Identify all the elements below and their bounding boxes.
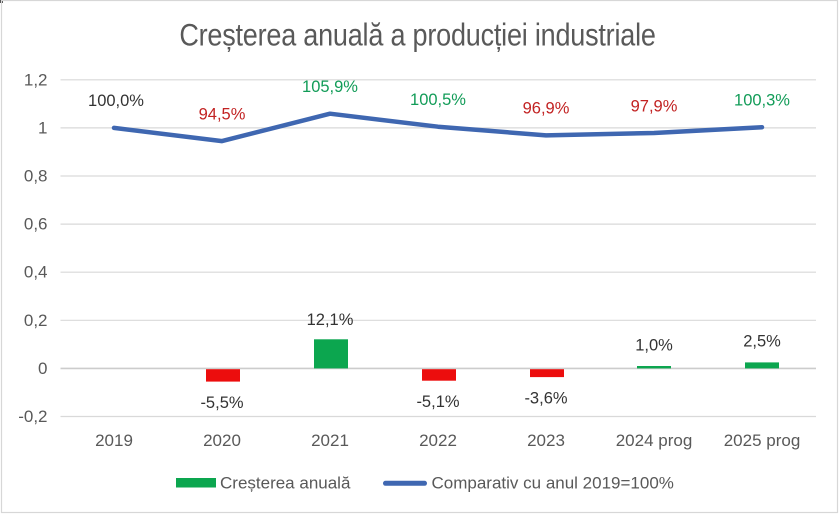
- svg-text:0,2: 0,2: [24, 311, 48, 330]
- svg-text:2024 prog: 2024 prog: [616, 431, 693, 450]
- svg-text:2025 prog: 2025 prog: [724, 431, 801, 450]
- svg-text:94,5%: 94,5%: [199, 105, 246, 123]
- svg-text:2022: 2022: [419, 431, 457, 450]
- svg-text:2021: 2021: [311, 431, 349, 450]
- svg-text:96,9%: 96,9%: [523, 100, 570, 118]
- svg-text:2019: 2019: [95, 431, 133, 450]
- svg-text:0,8: 0,8: [24, 167, 48, 186]
- svg-text:2023: 2023: [527, 431, 565, 450]
- svg-text:12,1%: 12,1%: [307, 311, 354, 329]
- svg-text:1,2: 1,2: [24, 70, 48, 89]
- svg-text:0: 0: [38, 359, 47, 378]
- svg-text:97,9%: 97,9%: [631, 97, 678, 115]
- svg-text:Creșterea anuală: Creșterea anuală: [220, 474, 351, 493]
- svg-text:100,5%: 100,5%: [410, 91, 466, 109]
- svg-text:0,6: 0,6: [24, 215, 48, 234]
- svg-text:2,5%: 2,5%: [743, 333, 781, 351]
- svg-text:105,9%: 105,9%: [302, 78, 358, 96]
- svg-text:100,0%: 100,0%: [88, 92, 144, 110]
- svg-text:Comparativ cu anul 2019=100%: Comparativ cu anul 2019=100%: [432, 474, 674, 493]
- svg-text:-5,5%: -5,5%: [200, 394, 243, 412]
- svg-text:-3,6%: -3,6%: [524, 389, 567, 407]
- svg-text:-5,1%: -5,1%: [416, 393, 459, 411]
- svg-text:1: 1: [38, 118, 47, 137]
- svg-text:100,3%: 100,3%: [734, 92, 790, 110]
- svg-text:2020: 2020: [203, 431, 241, 450]
- svg-text:0,4: 0,4: [24, 263, 48, 282]
- svg-text:-0,2: -0,2: [18, 407, 47, 426]
- svg-text:1,0%: 1,0%: [635, 336, 673, 354]
- svg-text:Creșterea anuală a producției: Creșterea anuală a producției industrial…: [179, 18, 655, 54]
